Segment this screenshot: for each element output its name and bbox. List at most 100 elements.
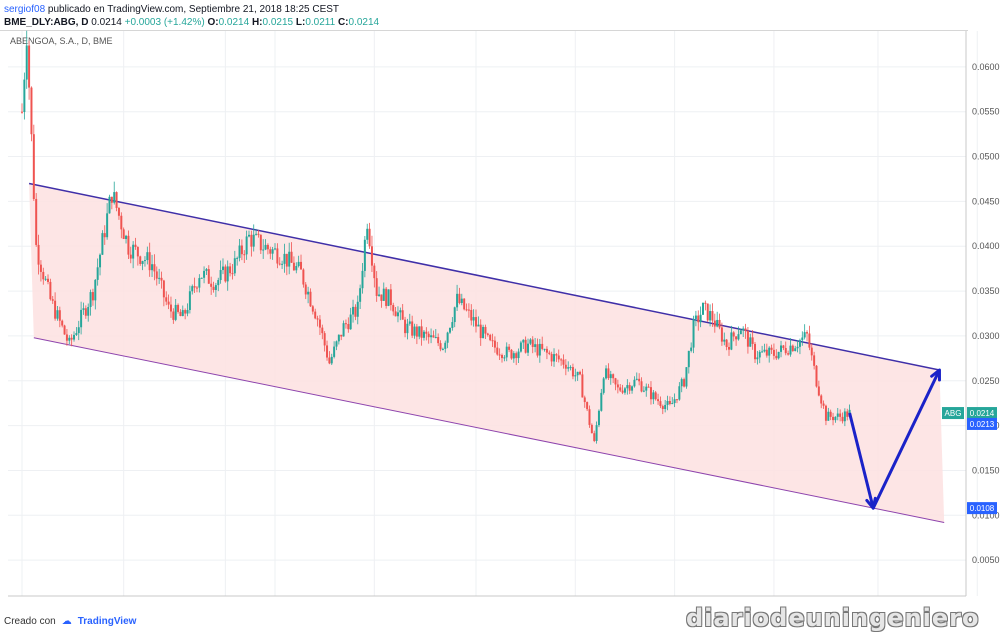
candle-body [477,324,480,327]
candle-body [519,342,522,352]
candle-body [231,273,234,275]
candle-body [122,229,125,240]
candle-body [489,334,492,341]
candle-body [404,319,407,334]
candle-body [136,247,139,257]
candle-body [290,251,293,263]
candle-body [583,397,586,403]
candle-body [673,399,676,404]
candle-body [167,301,170,305]
candle-body [174,304,177,320]
candle-body [28,45,31,88]
channel-fill [29,183,945,523]
candle-body [742,328,745,331]
candle-body [647,386,650,388]
candle-body [817,386,820,396]
chart-area[interactable] [0,30,968,598]
candle-body [266,244,269,250]
candle-body [694,315,697,319]
y-tick-label: 0.0500 [972,152,1000,162]
candle-body [560,359,563,361]
candle-body [318,319,321,328]
x-tick-label: Ago [217,599,233,600]
candle-body [659,401,662,407]
candle-body [382,288,385,301]
candle-body [491,340,494,342]
candle-body [302,269,305,285]
candle-body [536,344,539,356]
candle-body [292,262,295,271]
candle-body [718,319,721,328]
candle-body [134,244,137,248]
y-tick-label: 0.0450 [972,196,1000,206]
price-chart[interactable]: 0.0600 0.0550 0.0500 0.0450 0.0400 0.0350 0.03… [0,0,1001,600]
candle-body [233,258,236,274]
candle-body [408,321,411,324]
candle-body [780,345,783,352]
candle-body [846,411,849,417]
time-axis[interactable]: Abr Jun Ago Sep Nov 2018 Mar Mayo Jul Sep Nov [8,595,986,600]
candle-body [252,234,255,247]
candle-body [378,294,381,296]
candle-body [73,334,76,340]
candle-body [588,409,591,425]
x-tick-label: Jul [768,599,780,600]
candle-body [503,357,506,359]
candle-body [557,355,560,360]
tradingview-link[interactable]: TradingView [77,616,137,627]
candle-body [692,318,695,348]
candle-body [198,278,201,288]
author-link[interactable]: sergiof08 [4,4,46,15]
candle-body [820,395,823,404]
candle-body [685,367,688,387]
candle-body [361,270,364,289]
candle-body [434,336,437,338]
candle-body [444,342,447,349]
x-tick-label: Sep [267,599,283,600]
candle-body [678,386,681,400]
candle-body [609,374,612,379]
candle-body [352,306,355,315]
candle-body [373,265,376,279]
candle-body [295,266,298,271]
candle-body [342,323,345,337]
candle-body [236,257,239,259]
candle-body [422,331,425,338]
candle-body [387,289,390,306]
candle-body [37,244,40,265]
high-value: 0.0215 [262,17,294,28]
candle-body [139,256,142,264]
x-tick-label: Jun [116,599,131,600]
candle-body [675,399,678,401]
candle-body [706,303,709,321]
candle-body [117,207,120,216]
candle-body [571,367,574,377]
candle-body [269,249,272,254]
candle-body [406,323,409,334]
candle-body [720,327,723,342]
candle-body [534,344,537,347]
candle-body [756,357,759,360]
candle-body [304,284,307,295]
candle-body [184,310,187,314]
candle-body [543,348,546,350]
candle-body [777,351,780,359]
candle-body [555,354,558,356]
candle-body [47,278,50,282]
candle-body [654,392,657,400]
candle-body [524,339,527,353]
candle-body [127,235,130,255]
candle-body [80,309,83,328]
candle-body [418,326,421,337]
candle-body [77,327,80,334]
candle-body [203,270,206,278]
candle-body [219,270,222,281]
candle-body [125,235,128,240]
candle-body [411,321,414,336]
y-tick-label: 0.0150 [972,465,1000,475]
candle-body [106,213,109,238]
candle-body [815,365,818,387]
candle-body [803,332,806,338]
candle-body [245,236,248,255]
candle-body [250,234,253,247]
